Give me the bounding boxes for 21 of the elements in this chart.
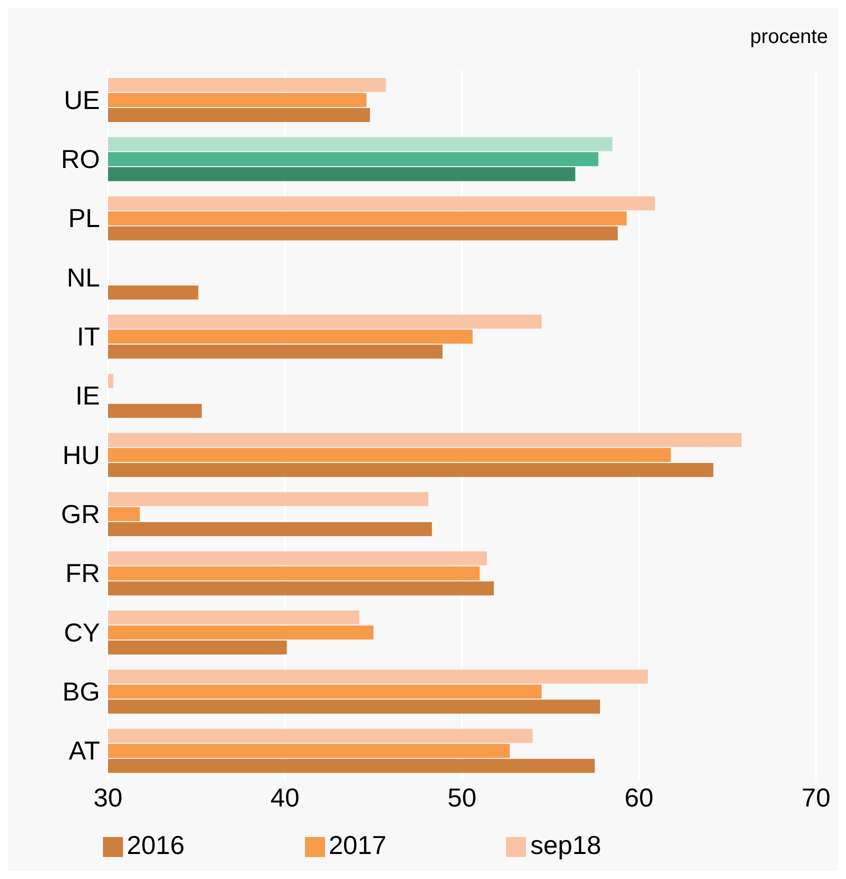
y-tick-label: UE	[64, 84, 100, 115]
y-tick-label: CY	[64, 617, 100, 648]
y-tick-label: FR	[65, 558, 100, 588]
y-tick-label: PL	[68, 203, 100, 234]
x-tick-label: 60	[624, 782, 654, 812]
legend-label: 2016	[126, 830, 185, 860]
y-tick-label: IT	[76, 321, 100, 352]
x-tick-label: 50	[448, 782, 476, 812]
y-tick-label: NL	[66, 262, 100, 292]
y-tick-label: AT	[68, 736, 100, 766]
legend-label: sep18	[530, 830, 602, 860]
y-tick-label: IE	[75, 380, 100, 411]
y-tick-label: RO	[61, 144, 100, 174]
y-tick-label: HU	[62, 440, 100, 470]
x-tick-label: 30	[94, 782, 122, 812]
y-tick-label: BG	[62, 676, 100, 706]
text: procente	[750, 26, 828, 49]
x-tick-label: 40	[270, 782, 300, 812]
x-tick-label: 70	[802, 782, 830, 812]
y-tick-label: GR	[61, 498, 100, 529]
legend-label: 2017	[328, 830, 386, 860]
